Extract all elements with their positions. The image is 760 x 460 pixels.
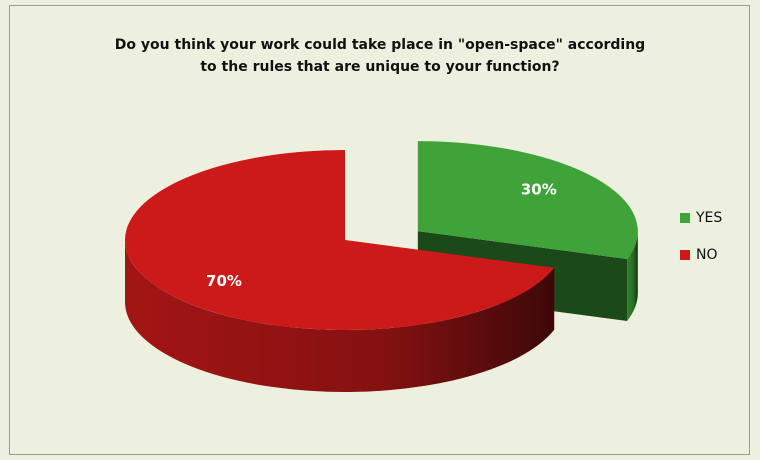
slice-side [627, 231, 638, 321]
data-label: 30% [521, 180, 557, 198]
legend-label: NO [696, 247, 718, 263]
legend-label: YES [695, 210, 722, 226]
slice [124, 150, 555, 330]
legend-swatch [680, 213, 690, 223]
slice [417, 141, 638, 259]
data-label: 70% [206, 272, 242, 290]
chart-title: Do you think your work could take place … [114, 37, 646, 75]
slice-side [125, 240, 555, 393]
legend-swatch [680, 250, 690, 260]
